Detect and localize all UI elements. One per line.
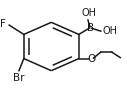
Text: B: B: [87, 23, 94, 33]
Text: OH: OH: [82, 8, 97, 18]
Text: OH: OH: [103, 26, 118, 36]
Text: F: F: [0, 19, 6, 29]
Text: Br: Br: [13, 73, 25, 83]
Text: O: O: [87, 54, 95, 64]
